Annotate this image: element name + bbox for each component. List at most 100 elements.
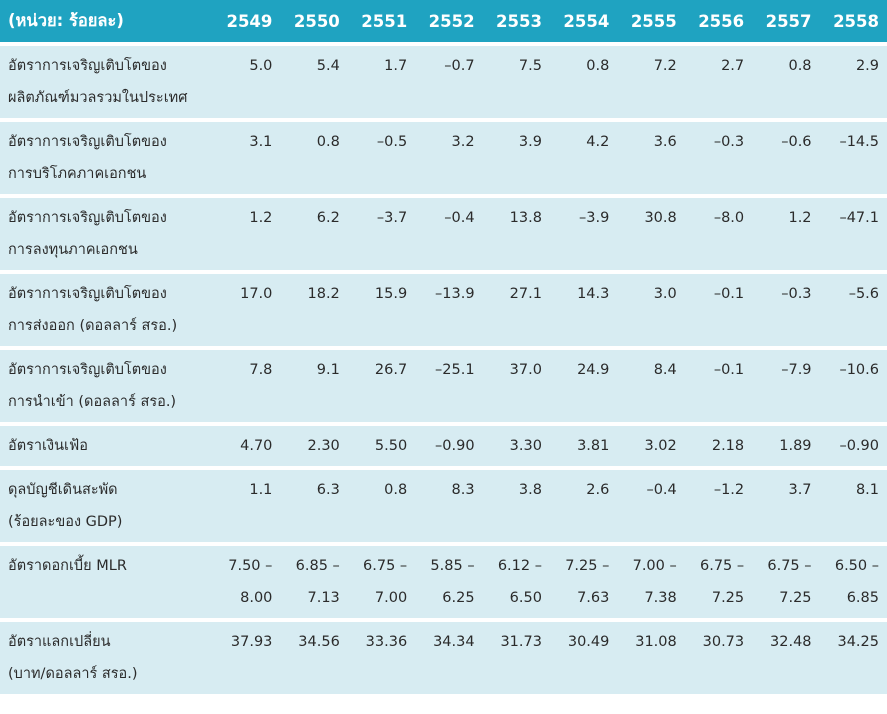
value-cell: 0.8 [752,42,820,118]
value-cell: 7.2 [617,42,685,118]
value-line: 6.50 [509,590,542,606]
value-line: –0.6 [781,134,812,150]
value-cell: 14.3 [549,270,618,346]
value-line: 0.8 [384,482,408,498]
value-cell: 6.12 – 6.50 [482,542,550,618]
value-cell: –14.5 [819,118,887,194]
value-cell: 31.08 [617,618,685,694]
value-line: 3.6 [653,134,677,150]
year-header: 2555 [630,11,677,31]
value-cell: 4.70 [213,422,281,466]
value-cell: –0.7 [415,42,483,118]
economic-indicators-table: (หน่วย: ร้อยละ) 2549 2550 2551 2552 2553 2554… [0,0,887,694]
value-cell: –0.90 [819,422,887,466]
value-cell: 24.9 [549,346,618,422]
value-line: –0.90 [839,438,879,454]
value-cell: –0.3 [752,270,820,346]
value-line: 1.2 [788,210,812,226]
value-cell: 1.2 [213,194,281,270]
value-line: –0.3 [781,286,812,302]
value-cell: 2.18 [684,422,753,466]
value-line: 1.89 [779,438,812,454]
year-header: 2553 [496,11,542,31]
year-header: 2552 [428,11,475,31]
value-line: 0.8 [586,58,610,74]
value-line: 3.0 [653,286,677,302]
value-line: 7.50 – [228,558,273,574]
value-line: 8.4 [653,362,677,378]
value-line: 7.63 [577,590,610,606]
value-line: 7.00 – [632,558,677,574]
value-line: –0.1 [713,286,745,302]
value-cell: 27.1 [482,270,550,346]
value-cell: 7.25 – 7.63 [549,542,618,618]
value-line: 5.50 [374,438,408,454]
value-cell: 3.2 [415,118,483,194]
table-row: อัตราแลกเปลี่ยน (บาท/ดอลลาร์ สรอ.) 37.93 34… [0,618,887,694]
value-line: 31.08 [635,634,677,650]
value-cell: –8.0 [684,194,753,270]
value-cell: 2.6 [549,466,618,542]
value-line: 1.7 [384,58,408,74]
value-line: 6.3 [316,482,340,498]
value-cell: 5.4 [280,42,348,118]
value-cell: –0.4 [617,466,685,542]
value-line: 6.75 – [699,558,745,574]
value-cell: 6.75 – 7.25 [684,542,753,618]
value-cell: –0.3 [684,118,753,194]
value-line: 3.81 [577,438,610,454]
table-row: อัตราการเจริญเติบโตของ การส่งออก (ดอลลาร์… [0,270,887,346]
value-cell: 3.81 [549,422,618,466]
value-line: –7.9 [781,362,812,378]
value-line: 7.00 [374,590,408,606]
value-cell: 32.48 [752,618,820,694]
value-cell: –5.6 [819,270,887,346]
value-line: –0.90 [435,438,475,454]
value-line: 31.73 [500,634,542,650]
value-cell: 3.6 [617,118,685,194]
value-line: –0.4 [444,210,475,226]
value-cell: 13.8 [482,194,550,270]
year-header: 2551 [361,11,408,31]
value-cell: 0.8 [549,42,618,118]
value-cell: 2.7 [684,42,753,118]
row-label-line: อัตราการเจริญเติบโตของ [8,286,167,302]
value-cell: 6.50 – 6.85 [819,542,887,618]
table-row: อัตราเงินเฟ้อ 4.70 2.30 5.50 –0.90 3.30 3.81 3.… [0,422,887,466]
value-line: 7.38 [644,590,677,606]
table-row: อัตราการเจริญเติบโตของ ผลิตภัณฑ์มวลรวมในป… [0,42,887,118]
value-cell: 3.0 [617,270,685,346]
value-line: 2.30 [307,438,340,454]
value-cell: 5.85 – 6.25 [415,542,483,618]
value-cell: 7.00 – 7.38 [617,542,685,618]
row-label: อัตราการเจริญเติบโตของ การส่งออก (ดอลลาร์… [0,270,214,346]
value-cell: 1.89 [752,422,820,466]
value-line: 6.85 [846,590,879,606]
value-cell: 4.2 [549,118,618,194]
value-cell: 7.50 – 8.00 [213,542,281,618]
value-cell: –3.9 [549,194,618,270]
value-cell: 6.3 [280,466,348,542]
value-cell: –47.1 [819,194,887,270]
value-cell: 3.02 [617,422,685,466]
value-cell: 7.5 [482,42,550,118]
row-label-line: อัตราแลกเปลี่ยน [8,634,111,650]
table-row: ดุลบัญชีเดินสะพัด (ร้อยละของ GDP) 1.1 6.3 0.… [0,466,887,542]
value-cell: –0.1 [684,270,753,346]
value-cell: 15.9 [347,270,416,346]
value-line: 5.85 – [430,558,475,574]
value-line: –47.1 [839,210,879,226]
value-line: 15.9 [374,286,408,302]
value-cell: –0.5 [347,118,416,194]
value-cell: 3.9 [482,118,550,194]
value-line: 6.85 – [295,558,340,574]
value-line: 3.8 [518,482,542,498]
value-line: 5.0 [249,58,273,74]
value-line: 30.73 [702,634,745,650]
value-cell: 33.36 [347,618,416,694]
value-cell: –1.2 [684,466,753,542]
value-line: 0.8 [788,58,812,74]
value-cell: –25.1 [415,346,483,422]
row-label: อัตราการเจริญเติบโตของ การลงทุนภาคเอกชน [0,194,214,270]
row-label-line: ดุลบัญชีเดินสะพัด [8,482,118,498]
